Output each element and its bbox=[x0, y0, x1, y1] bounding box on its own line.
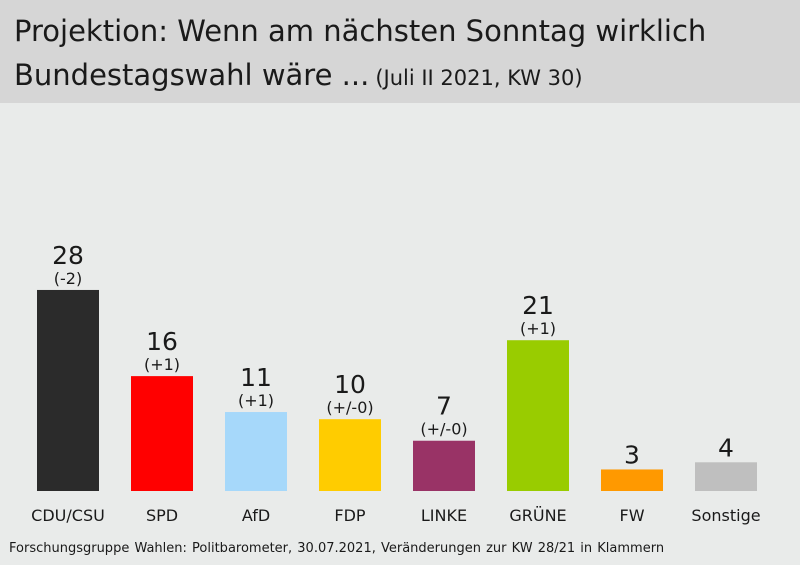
category-label-sonstige: Sonstige bbox=[691, 506, 760, 525]
category-label-linke: LINKE bbox=[421, 506, 467, 525]
value-label-gr-ne: 21 bbox=[522, 291, 554, 320]
value-label-fdp: 10 bbox=[334, 370, 366, 399]
bar-chart: (-2)28CDU/CSU(+1)16SPD(+1)11AfD(+/-0)10F… bbox=[31, 241, 760, 525]
bar-spd bbox=[131, 376, 193, 491]
category-label-fw: FW bbox=[619, 506, 644, 525]
chart-title-text: Bundestagswahl wäre ... bbox=[14, 58, 370, 92]
value-label-sonstige: 4 bbox=[718, 433, 734, 462]
chart-subtitle: (Juli II 2021, KW 30) bbox=[375, 66, 583, 90]
source-footer: Forschungsgruppe Wahlen: Politbarometer,… bbox=[9, 541, 665, 556]
bar-afd bbox=[225, 412, 287, 491]
change-label-linke: (+/-0) bbox=[420, 420, 467, 439]
bar-gr-ne bbox=[507, 340, 569, 491]
value-label-spd: 16 bbox=[146, 327, 178, 356]
bar-sonstige bbox=[695, 462, 757, 491]
category-label-afd: AfD bbox=[242, 506, 270, 525]
category-label-spd: SPD bbox=[146, 506, 178, 525]
change-label-afd: (+1) bbox=[238, 391, 274, 410]
value-label-linke: 7 bbox=[436, 392, 452, 421]
category-label-fdp: FDP bbox=[334, 506, 366, 525]
title-band: Projektion: Wenn am nächsten Sonntag wir… bbox=[0, 0, 800, 103]
change-label-cdu-csu: (-2) bbox=[54, 269, 82, 288]
value-label-fw: 3 bbox=[624, 440, 640, 469]
chart-title-line-1: Projektion: Wenn am nächsten Sonntag wir… bbox=[14, 14, 707, 48]
bar-fdp bbox=[319, 419, 381, 491]
value-label-cdu-csu: 28 bbox=[52, 241, 84, 270]
bar-linke bbox=[413, 440, 475, 491]
change-label-fdp: (+/-0) bbox=[326, 398, 373, 417]
chart-title-line-2: Bundestagswahl wäre ... (Juli II 2021, KW… bbox=[14, 58, 583, 92]
category-label-cdu-csu: CDU/CSU bbox=[31, 506, 105, 525]
bar-cdu-csu bbox=[37, 289, 99, 491]
category-label-gr-ne: GRÜNE bbox=[509, 506, 566, 525]
bar-fw bbox=[601, 469, 663, 491]
change-label-gr-ne: (+1) bbox=[520, 319, 556, 338]
value-label-afd: 11 bbox=[240, 363, 272, 392]
change-label-spd: (+1) bbox=[144, 355, 180, 374]
